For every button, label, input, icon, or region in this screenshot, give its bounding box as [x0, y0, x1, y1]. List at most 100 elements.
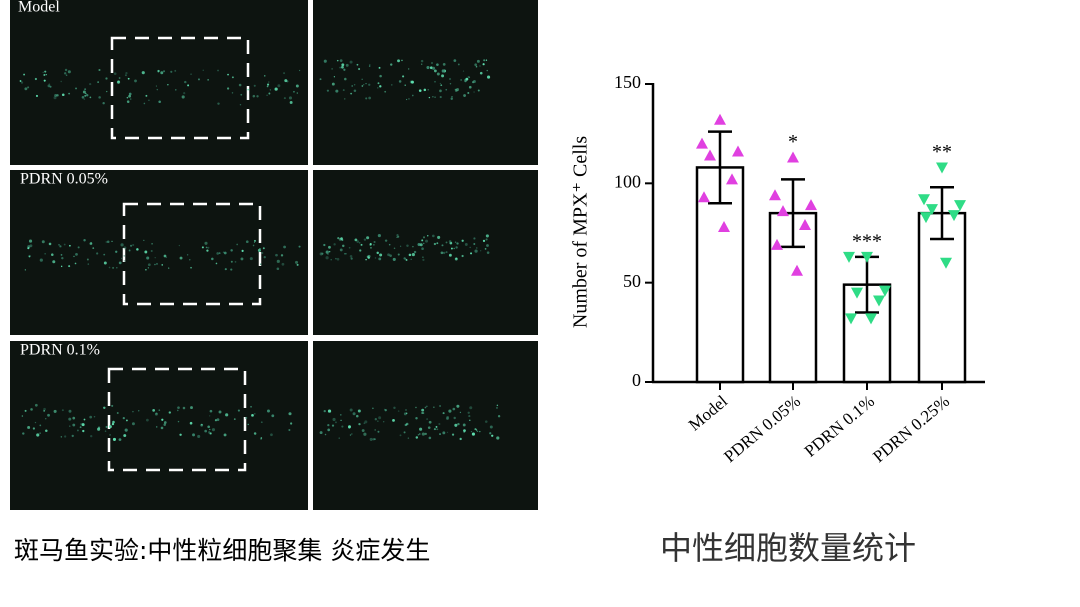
- speckle: [417, 243, 421, 247]
- speckle: [197, 434, 201, 438]
- speckle: [489, 432, 492, 435]
- speckle: [61, 409, 64, 412]
- speckle: [90, 434, 93, 438]
- speckle: [207, 426, 210, 429]
- speckle: [148, 99, 150, 102]
- significance-label: *: [788, 131, 798, 153]
- speckle: [397, 410, 400, 412]
- speckle: [350, 92, 353, 95]
- speckle: [422, 256, 424, 259]
- speckle: [83, 418, 86, 421]
- speckle: [84, 88, 87, 91]
- speckle: [484, 420, 488, 423]
- speckle: [295, 84, 299, 88]
- speckle: [378, 416, 382, 420]
- data-point: [714, 113, 726, 125]
- speckle: [215, 262, 218, 265]
- speckle: [456, 404, 460, 408]
- speckle: [428, 436, 432, 440]
- speckle: [427, 426, 431, 429]
- speckle: [277, 84, 281, 88]
- speckle: [413, 250, 417, 254]
- speckle: [156, 88, 159, 91]
- speckle: [124, 74, 127, 77]
- speckle: [123, 246, 127, 250]
- data-point: [918, 194, 930, 206]
- speckle: [60, 265, 63, 268]
- speckle: [218, 252, 221, 254]
- speckle: [216, 252, 220, 255]
- speckle: [43, 407, 46, 411]
- speckle: [486, 251, 490, 254]
- speckle: [155, 262, 159, 265]
- speckle: [319, 78, 322, 81]
- data-point: [787, 151, 799, 163]
- speckle: [475, 65, 478, 68]
- speckle: [436, 63, 439, 66]
- speckle: [192, 433, 196, 437]
- speckle: [378, 66, 381, 69]
- speckle: [298, 69, 301, 72]
- speckle: [19, 80, 22, 82]
- speckle: [177, 420, 180, 423]
- speckle: [369, 437, 373, 441]
- speckle: [445, 241, 448, 244]
- speckle: [452, 407, 456, 411]
- speckle: [71, 434, 74, 438]
- speckle: [463, 94, 466, 97]
- speckle: [496, 404, 499, 407]
- speckle: [60, 80, 62, 83]
- panel-label: Model: [18, 0, 60, 16]
- speckle: [373, 438, 376, 440]
- speckle: [280, 254, 284, 257]
- speckle: [109, 434, 111, 436]
- speckle: [134, 79, 137, 83]
- speckle: [225, 413, 229, 417]
- speckle: [415, 436, 419, 439]
- speckle: [437, 235, 441, 239]
- speckle: [365, 83, 367, 85]
- data-point: [698, 191, 710, 203]
- speckle: [462, 70, 465, 72]
- speckle: [398, 80, 402, 83]
- speckle: [245, 416, 248, 420]
- speckle: [350, 257, 353, 260]
- speckle: [356, 414, 359, 418]
- speckle: [476, 59, 480, 63]
- speckle: [406, 244, 409, 248]
- speckle: [439, 89, 442, 93]
- speckle: [158, 409, 161, 411]
- speckle: [426, 65, 430, 70]
- speckle: [407, 68, 410, 70]
- speckle: [333, 243, 336, 246]
- speckle: [348, 426, 351, 429]
- speckle: [230, 249, 233, 252]
- speckle: [128, 249, 131, 252]
- speckle: [141, 71, 145, 75]
- speckle: [98, 68, 101, 72]
- speckle: [323, 59, 327, 63]
- speckle: [102, 102, 105, 105]
- speckle: [403, 431, 406, 434]
- speckle: [276, 259, 280, 263]
- speckle: [456, 88, 460, 92]
- speckle: [410, 258, 412, 260]
- speckle: [351, 85, 354, 87]
- speckle: [204, 241, 208, 245]
- speckle: [485, 234, 489, 238]
- speckle: [266, 94, 268, 96]
- speckle: [28, 239, 33, 243]
- speckle: [96, 252, 99, 255]
- speckle: [54, 94, 58, 97]
- speckle: [65, 74, 68, 76]
- speckle: [469, 419, 471, 421]
- speckle: [333, 76, 335, 78]
- speckle: [261, 251, 264, 254]
- speckle: [105, 425, 108, 429]
- speckle: [74, 262, 77, 265]
- bar: [917, 211, 967, 384]
- speckle: [433, 406, 435, 408]
- speckle: [217, 69, 219, 72]
- speckle: [143, 239, 145, 242]
- speckle: [112, 420, 115, 424]
